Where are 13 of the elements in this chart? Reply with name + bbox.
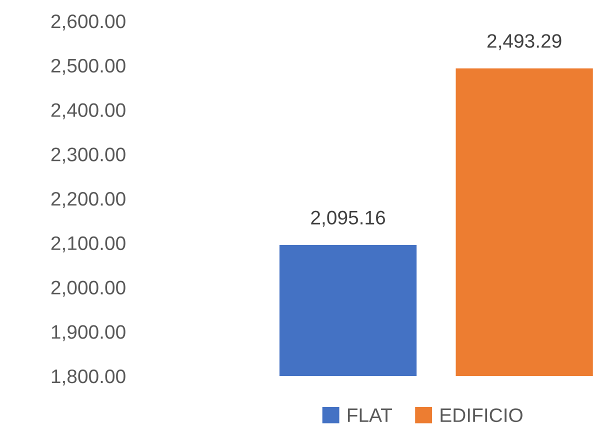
y-tick-label: 2,200.00 [51,192,126,208]
y-tick-label: 1,900.00 [52,325,126,342]
legend-label: FLAT [348,408,392,422]
legend-label: EDIFICIO [440,408,522,422]
y-tick-label: 1,800.00 [52,369,126,386]
text: 2,493.29 [487,34,562,50]
y-tick-label: 2,000.00 [51,280,126,297]
y-tick-label: 2,500.00 [51,58,126,75]
text: 2,095.16 [311,210,386,227]
y-tick-label: 2,100.00 [51,236,126,252]
y-tick-label: 2,600.00 [51,14,126,31]
y-tick-label: 2,300.00 [51,148,126,164]
y-tick-label: 2,400.00 [51,103,126,120]
